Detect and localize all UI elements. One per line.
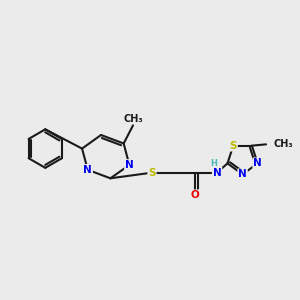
Text: S: S	[148, 168, 156, 178]
Text: N: N	[83, 165, 92, 175]
Text: CH₃: CH₃	[273, 139, 293, 149]
Text: S: S	[230, 141, 237, 151]
Text: CH₃: CH₃	[123, 114, 143, 124]
Text: H: H	[210, 159, 217, 168]
Text: N: N	[253, 158, 262, 168]
Text: N: N	[125, 160, 134, 170]
Text: N: N	[213, 168, 221, 178]
Text: N: N	[238, 169, 247, 179]
Text: O: O	[191, 190, 200, 200]
